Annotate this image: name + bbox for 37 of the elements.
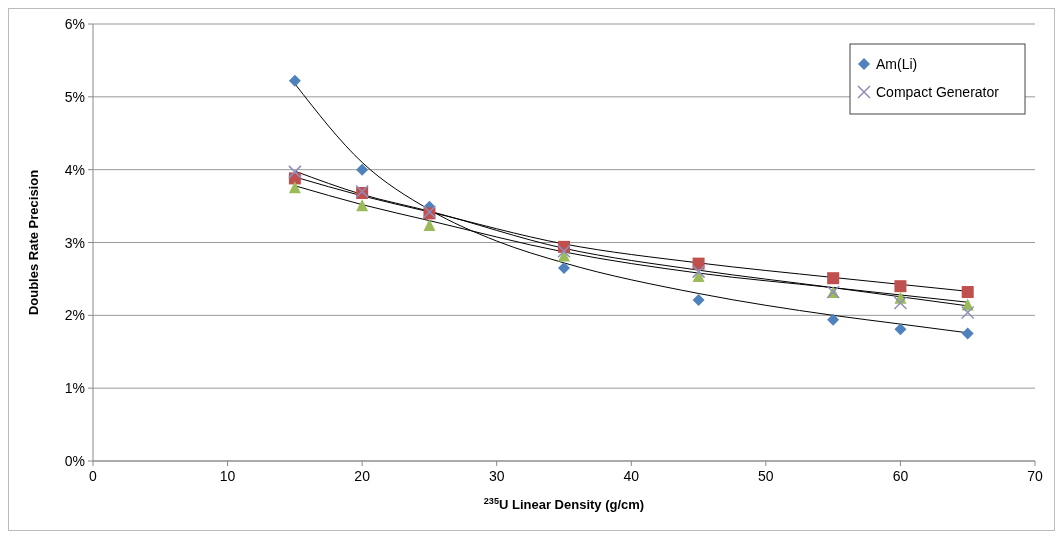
x-tick-label: 10 [219,468,236,484]
point [961,327,974,340]
x-axis-title: $^{235}$U Linear Density (g/cm) [483,496,645,512]
point [692,294,705,307]
point [557,244,571,258]
point [827,272,840,285]
y-axis-title: Doubles Rate Precision [26,169,41,316]
y-tick-label: 1% [64,380,85,397]
point [356,199,369,212]
x-tick-label: 30 [488,468,505,484]
x-tick-label: 50 [758,468,774,484]
point [691,264,706,279]
point [894,323,907,336]
y-tick-label: 0% [64,453,85,469]
legend-label: Compact Generator [876,84,1000,100]
y-tick-label: 5% [64,88,85,105]
x-tick-label: 40 [623,468,640,484]
x-tick-label: 0 [89,468,98,484]
x-tick-label: 20 [354,468,371,484]
point [288,74,301,87]
y-tick-label: 3% [64,234,85,251]
point [423,219,436,232]
point [894,280,907,293]
point [558,261,570,274]
x-tick-label: 60 [892,468,909,484]
y-tick-label: 2% [64,307,85,324]
point [960,305,975,320]
point [893,296,908,310]
y-tick-label: 4% [64,161,85,178]
point [288,165,302,179]
legend-label: Am(Li) [876,56,918,72]
point [356,163,369,176]
point [288,181,301,194]
y-tick-label: 6% [64,16,85,32]
x-tick-label: 70 [1027,468,1043,484]
point [827,313,840,326]
point [961,286,974,299]
